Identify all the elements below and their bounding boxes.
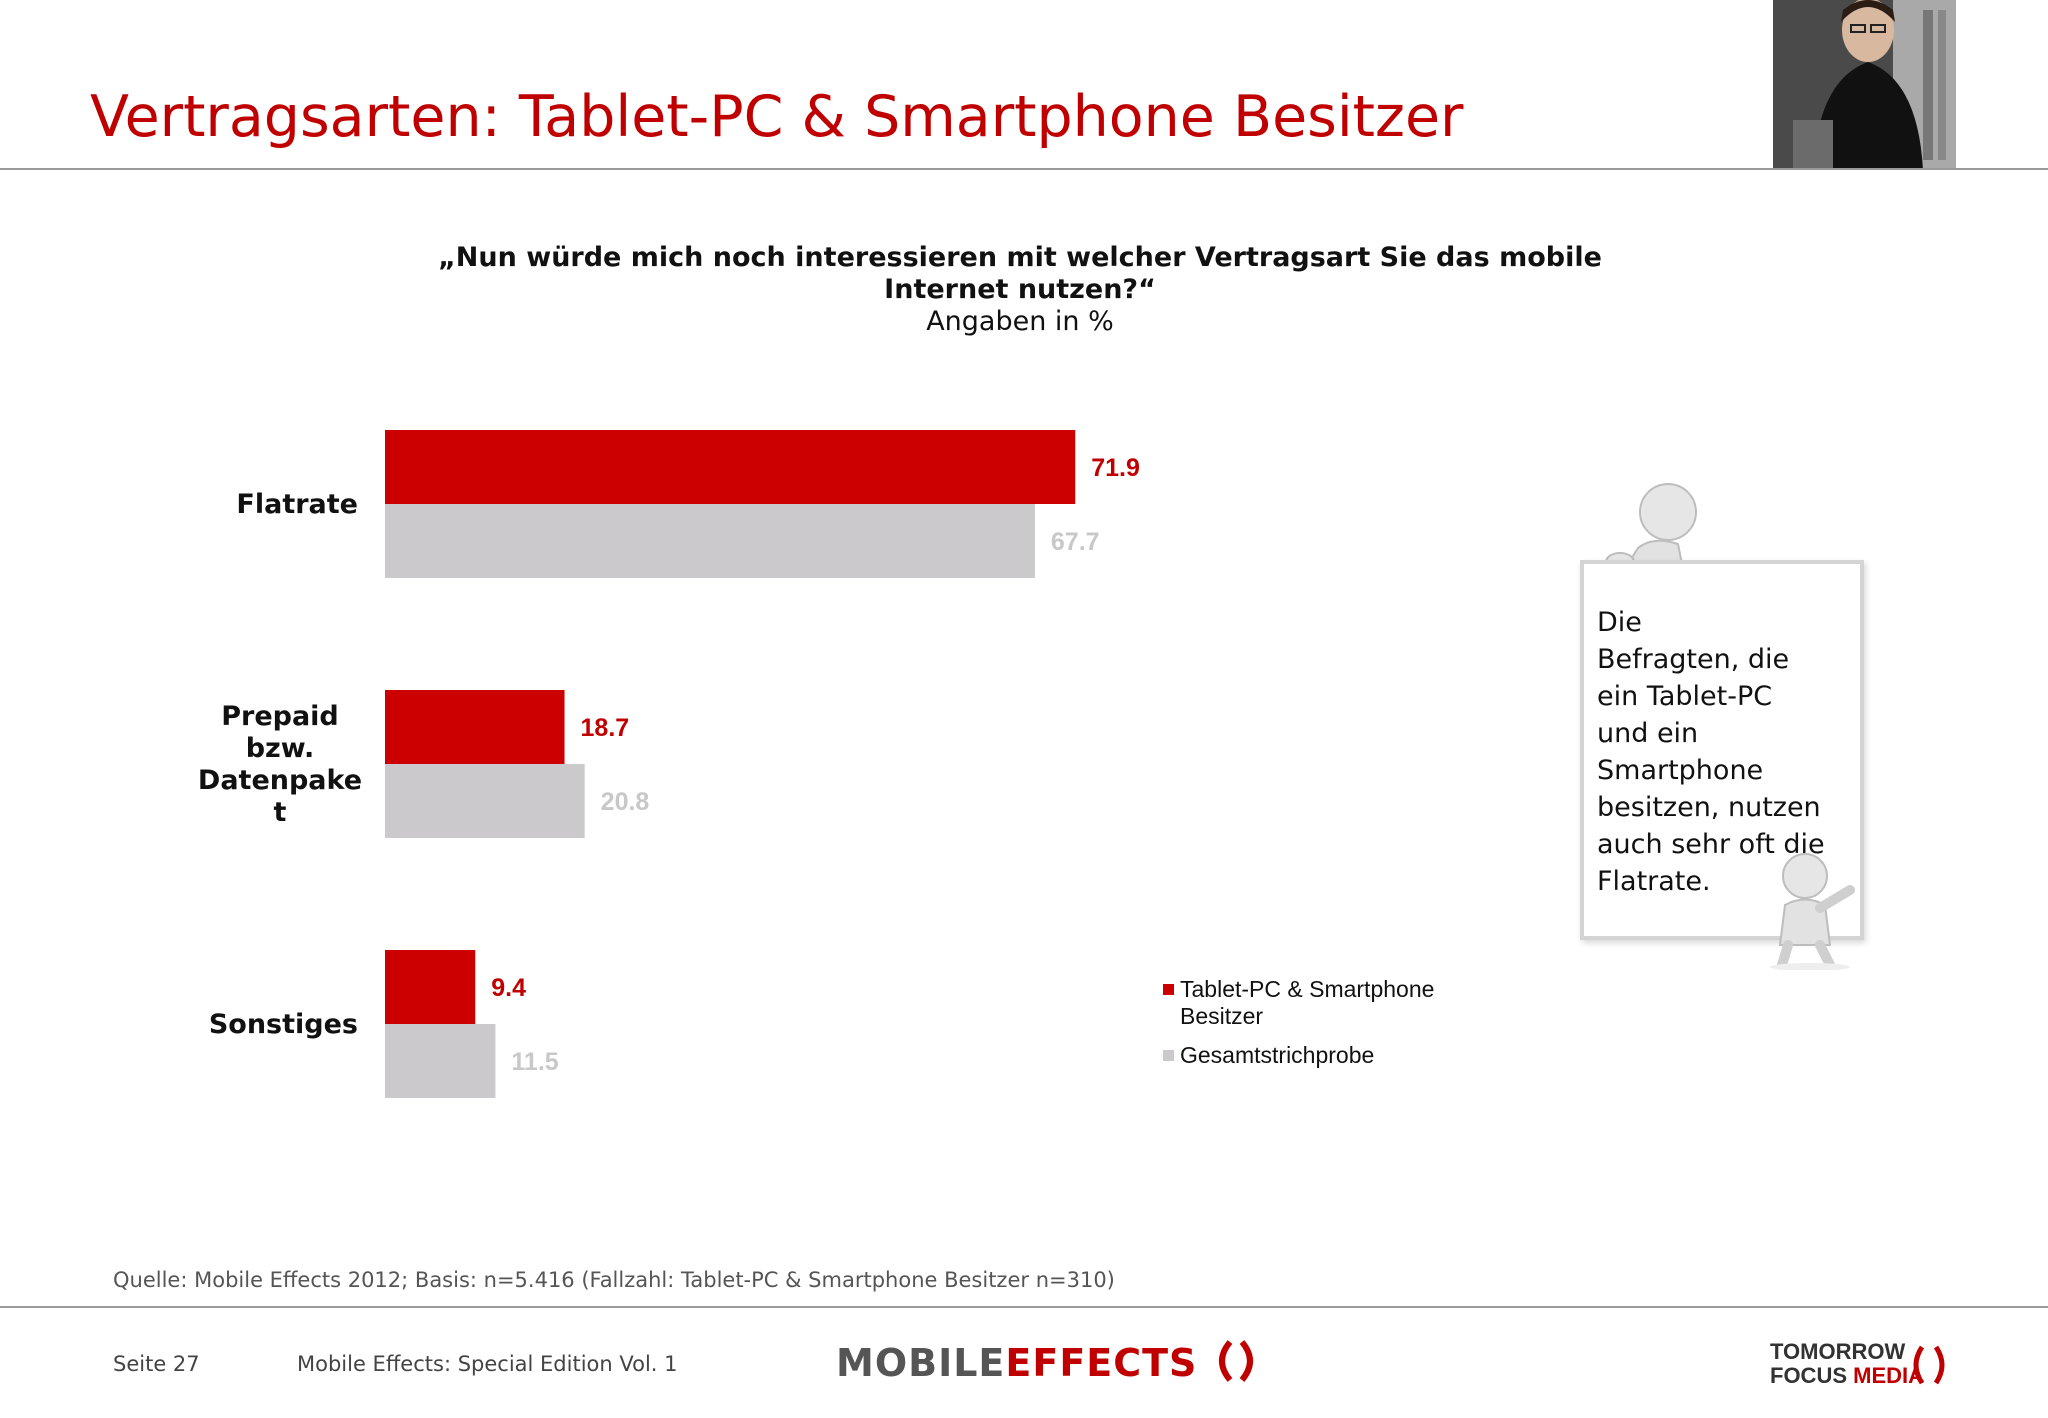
bar-gesamt-0: [385, 504, 1035, 578]
tfm-line-1: TOMORROW: [1770, 1339, 1906, 1364]
tomorrow-focus-media-logo: TOMORROW FOCUS MEDIA: [1770, 1339, 1945, 1388]
figure-top-illustration: [1598, 478, 1708, 582]
value-label-gesamt-2: 11.5: [511, 1048, 558, 1076]
category-label-line: Datenpake: [198, 765, 362, 796]
bar-tablet-1: [385, 690, 565, 764]
bar-tablet-0: [385, 430, 1076, 504]
bar-gesamt-2: [385, 1024, 496, 1098]
bar-tablet-2: [385, 950, 476, 1024]
value-label-tablet-2: 9.4: [491, 974, 526, 1002]
note-line: Flatrate.: [1597, 866, 1711, 897]
note-line: Die: [1597, 607, 1642, 638]
category-label-line: t: [274, 797, 287, 828]
header-divider: [0, 168, 2048, 170]
slide-title: Vertragsarten: Tablet-PC & Smartphone Be…: [90, 84, 1464, 150]
page-number: Seite 27: [113, 1352, 200, 1376]
category-label-line: Sonstiges: [209, 1009, 358, 1040]
legend-label-gesamt: Gesamtstrichprobe: [1180, 1042, 1375, 1068]
value-label-gesamt-0: 67.7: [1051, 528, 1100, 556]
legend-swatch-tablet: [1163, 984, 1174, 995]
legend-swatch-gesamt: [1163, 1050, 1174, 1061]
category-label-line: Flatrate: [236, 489, 358, 520]
note-line: auch sehr oft die: [1597, 829, 1825, 860]
logo-bracket-icon: [1218, 1340, 1253, 1382]
legend-label-tablet-line2: Besitzer: [1180, 1003, 1264, 1029]
tfm-bracket-icon: [1913, 1345, 1945, 1385]
legend-label-tablet-line1: Tablet-PC & Smartphone: [1180, 976, 1435, 1002]
note-line: besitzen, nutzen: [1597, 792, 1821, 823]
tfm-media-text: MEDIA: [1853, 1363, 1925, 1388]
footer-divider: [0, 1306, 2048, 1308]
bar-gesamt-1: [385, 764, 585, 838]
question-line-2: Internet nutzen?“: [884, 274, 1156, 305]
tfm-focus-text: FOCUS: [1770, 1363, 1847, 1388]
question-line-1: „Nun würde mich noch interessieren mit w…: [438, 242, 1602, 273]
edition-label: Mobile Effects: Special Edition Vol. 1: [297, 1352, 678, 1376]
question-subtitle: Angaben in %: [926, 306, 1114, 337]
value-label-tablet-0: 71.9: [1091, 454, 1140, 482]
category-label-line: Prepaid: [221, 701, 339, 732]
note-line: Smartphone: [1597, 755, 1764, 786]
category-label-2: Sonstiges: [209, 1009, 358, 1040]
category-label-0: Flatrate: [236, 489, 358, 520]
logo-mobile-text: MOBILE: [836, 1341, 1006, 1385]
mobile-effects-logo: MOBILEEFFECTS: [836, 1338, 1262, 1385]
note-line: Befragten, die: [1597, 644, 1790, 675]
category-label-1: Prepaid bzw. Datenpake t: [198, 701, 362, 828]
value-label-tablet-1: 18.7: [581, 714, 630, 742]
bar-chart: 71.9 67.7 Flatrate 18.7 20.8 Prepaid bzw. Daten…: [198, 430, 1140, 1098]
value-label-gesamt-1: 20.8: [601, 788, 650, 816]
category-label-line: bzw.: [246, 733, 315, 764]
figure-bottom-illustration: [1760, 850, 1880, 974]
note-line: ein Tablet-PC: [1597, 681, 1773, 712]
note-line: und ein: [1597, 718, 1699, 749]
note-text: Die Befragten, die ein Tablet-PC und ein…: [1597, 604, 1847, 900]
question-text: „Nun würde mich noch interessieren mit w…: [360, 242, 1680, 306]
header-photo: [1773, 0, 1956, 170]
source-note: Quelle: Mobile Effects 2012; Basis: n=5.…: [113, 1268, 1115, 1292]
logo-effects-text: EFFECTS: [1005, 1341, 1198, 1385]
